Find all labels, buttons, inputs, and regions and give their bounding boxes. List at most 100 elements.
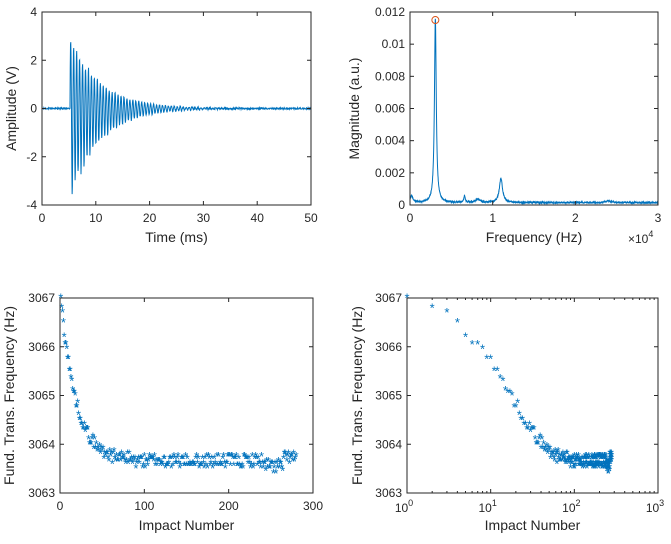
data-point: * (603, 456, 608, 471)
data-point: * (600, 459, 605, 474)
data-point: * (562, 454, 567, 469)
data-point: * (582, 459, 587, 474)
x-tick-label: 1 (489, 211, 496, 225)
data-point: * (188, 459, 193, 474)
data-point: * (273, 466, 278, 481)
data-point: * (254, 451, 259, 466)
data-point: * (607, 456, 612, 471)
data-point: * (196, 451, 201, 466)
data-point: * (84, 422, 89, 437)
data-point: * (604, 456, 609, 471)
data-point: * (242, 449, 247, 464)
data-point: * (580, 459, 585, 474)
data-point: * (551, 451, 556, 466)
data-point: * (183, 449, 188, 464)
data-point: * (597, 449, 602, 464)
data-point: * (84, 422, 89, 437)
x-tick-label: 100 (395, 498, 413, 515)
data-point: * (559, 449, 564, 464)
data-point: * (65, 351, 70, 366)
data-point: * (609, 449, 614, 464)
data-point: * (208, 459, 213, 474)
data-point: * (515, 395, 520, 410)
data-point: * (76, 408, 81, 423)
data-point: * (585, 451, 590, 466)
y-tick-label: 0.004 (375, 134, 405, 148)
data-point: * (293, 451, 298, 466)
data-point: * (90, 432, 95, 447)
data-point: * (232, 451, 237, 466)
data-point: * (117, 449, 122, 464)
data-point: * (571, 459, 576, 474)
data-point: * (157, 454, 162, 469)
data-point: * (599, 461, 604, 476)
data-point: * (230, 449, 235, 464)
data-point: * (592, 449, 597, 464)
x-tick-label: 0 (407, 211, 414, 225)
data-point: * (608, 449, 613, 464)
data-point: * (597, 449, 602, 464)
data-point: * (99, 442, 104, 457)
y-axis-label: Amplitude (V) (3, 66, 19, 151)
data-point: * (193, 451, 198, 466)
data-point: * (536, 437, 541, 452)
data-point: * (97, 439, 102, 454)
data-point: * (606, 466, 611, 481)
data-point: * (123, 456, 128, 471)
data-point: * (246, 451, 251, 466)
data-point: * (106, 451, 111, 466)
data-point: * (603, 451, 608, 466)
data-point: * (600, 461, 605, 476)
data-point: * (122, 449, 127, 464)
data-point: * (285, 449, 290, 464)
data-point: * (500, 373, 505, 388)
data-point: * (160, 456, 165, 471)
data-point: * (289, 449, 294, 464)
data-point: * (241, 449, 246, 464)
data-point: * (152, 449, 157, 464)
data-point: * (594, 459, 599, 474)
data-point: * (548, 451, 553, 466)
data-point: * (109, 447, 114, 462)
data-point: * (85, 422, 90, 437)
data-point: * (603, 451, 608, 466)
data-point: * (556, 451, 561, 466)
y-tick-label: 3066 (375, 340, 402, 354)
data-point: * (234, 449, 239, 464)
data-point: * (594, 459, 599, 474)
data-point: * (145, 459, 150, 474)
data-point: * (606, 461, 611, 476)
data-point: * (596, 459, 601, 474)
data-point: * (475, 337, 480, 352)
data-point: * (577, 459, 582, 474)
data-point: * (598, 449, 603, 464)
data-point: * (102, 447, 107, 462)
data-point: * (255, 459, 260, 474)
data-point: * (609, 454, 614, 469)
data-point: * (591, 456, 596, 471)
data-point: * (601, 451, 606, 466)
data-point: * (599, 449, 604, 464)
data-point: * (88, 437, 93, 452)
data-point: * (140, 461, 145, 476)
data-point: * (604, 461, 609, 476)
data-point: * (269, 456, 274, 471)
data-point: * (574, 451, 579, 466)
data-point: * (608, 454, 613, 469)
data-point: * (125, 447, 130, 462)
y-tick-label: 2 (30, 53, 37, 67)
data-point: * (605, 456, 610, 471)
data-point: * (159, 456, 164, 471)
data-point: * (601, 461, 606, 476)
data-point: * (590, 459, 595, 474)
data-point: * (93, 442, 98, 457)
data-point: * (573, 459, 578, 474)
data-point: * (484, 351, 489, 366)
data-point: * (550, 447, 555, 462)
data-point: * (219, 459, 224, 474)
chart-time: 0 10 20 30 40 50 -4 -2 0 2 4 Time (ms) Amplitude (V) (3, 5, 318, 245)
data-point: * (605, 454, 610, 469)
data-point: * (186, 459, 191, 474)
data-point: * (79, 417, 84, 432)
